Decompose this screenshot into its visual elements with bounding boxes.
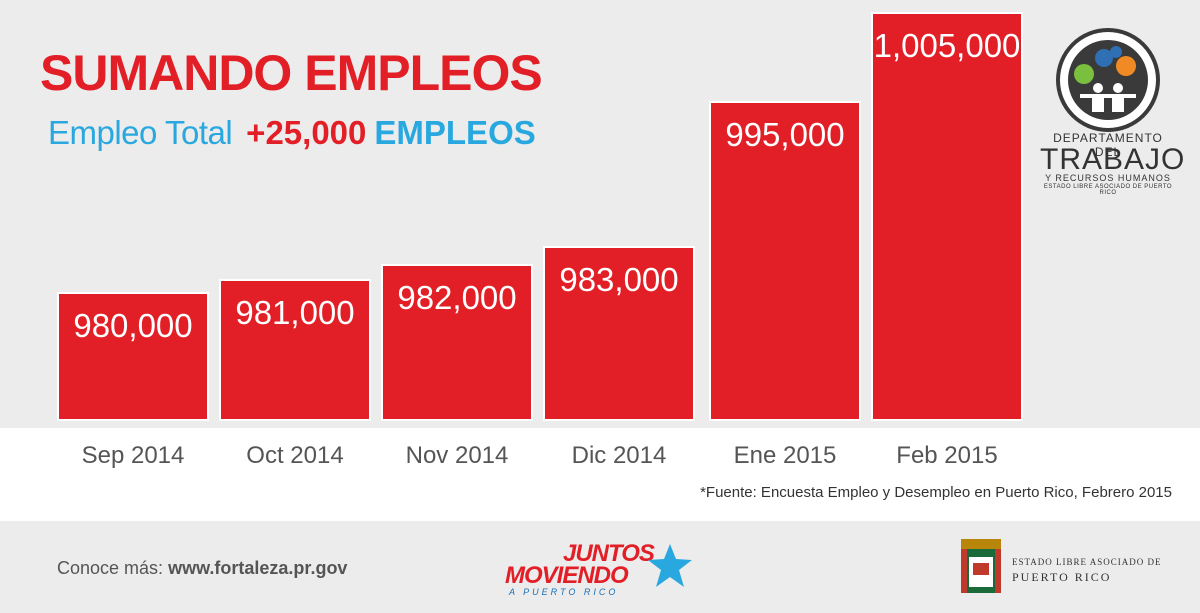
department-line-4: ESTADO LIBRE ASOCIADO DE PUERTO RICO xyxy=(1043,184,1173,196)
department-line-2: TRABAJO xyxy=(1040,143,1186,176)
juntos-line-2: MOVIENDO xyxy=(505,562,629,589)
footer: Conoce más: www.fortaleza.pr.gov JUNTOS … xyxy=(0,521,1200,613)
juntos-logo: JUNTOS MOVIENDO A PUERTO RICO xyxy=(505,540,655,598)
bar-2 xyxy=(219,279,371,421)
x-tick-label-1: Sep 2014 xyxy=(82,442,185,469)
data-label-2: 981,000 xyxy=(235,294,354,331)
estado-line-2: PUERTO RICO xyxy=(1012,570,1112,584)
data-label-4: 983,000 xyxy=(559,261,678,298)
bar-5 xyxy=(709,101,861,421)
x-tick-label-5: Ene 2015 xyxy=(734,442,837,469)
bar-1 xyxy=(57,292,209,421)
bar-6 xyxy=(871,12,1023,421)
juntos-line-1: JUNTOS xyxy=(563,540,655,567)
subtitle-label: Empleo Total xyxy=(48,114,233,151)
subtitle: Empleo Total +25,000 EMPLEOS xyxy=(48,114,536,152)
subtitle-value: +25,000 xyxy=(246,114,367,151)
category-band: *Fuente: Encuesta Empleo y Desempleo en … xyxy=(0,428,1200,521)
data-label-5: 995,000 xyxy=(725,116,844,153)
juntos-line-3: A PUERTO RICO xyxy=(509,587,619,597)
bar-3 xyxy=(381,264,533,421)
website-link[interactable]: Conoce más: www.fortaleza.pr.gov xyxy=(57,558,347,579)
estado-line-1: ESTADO LIBRE ASOCIADO DE xyxy=(1012,557,1162,567)
department-line-1: DEPARTAMENTO DEL xyxy=(1053,131,1163,159)
bar-4 xyxy=(543,246,695,421)
puerto-rico-coat-of-arms-icon xyxy=(961,539,1001,593)
x-tick-label-4: Dic 2014 xyxy=(572,442,667,469)
x-tick-label-6: Feb 2015 xyxy=(896,442,997,469)
website-url[interactable]: www.fortaleza.pr.gov xyxy=(168,558,348,578)
website-label: Conoce más: xyxy=(57,558,164,578)
department-line-3: Y RECURSOS HUMANOS xyxy=(1045,173,1171,183)
x-tick-label-3: Nov 2014 xyxy=(406,442,509,469)
data-label-6: 1,005,000 xyxy=(874,27,1021,64)
page-title: SUMANDO EMPLEOS xyxy=(40,45,543,101)
source-note: *Fuente: Encuesta Empleo y Desempleo en … xyxy=(700,484,1172,501)
subtitle-unit: EMPLEOS xyxy=(374,114,536,151)
data-label-3: 982,000 xyxy=(397,279,516,316)
department-seal-icon xyxy=(1056,28,1160,132)
data-label-1: 980,000 xyxy=(73,307,192,344)
juntos-star-icon xyxy=(648,544,692,587)
x-tick-label-2: Oct 2014 xyxy=(246,442,343,469)
